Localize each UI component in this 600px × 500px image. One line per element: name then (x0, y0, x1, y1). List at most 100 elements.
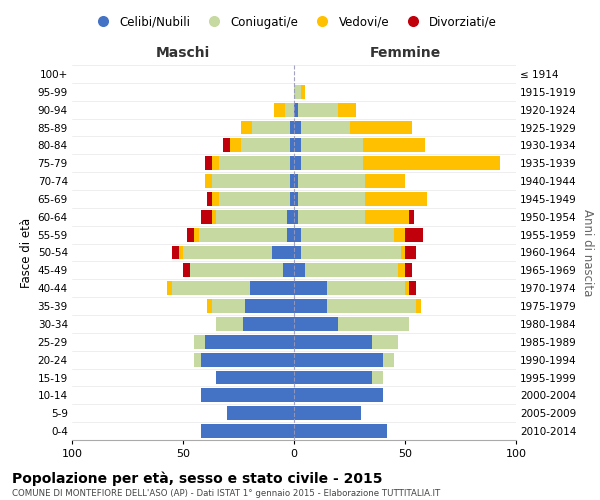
Bar (294, 352, 383, 366)
Bar (294, 406, 361, 420)
Text: Femmine: Femmine (370, 46, 440, 60)
Bar (218, 192, 290, 206)
Bar (201, 210, 212, 224)
Bar (328, 281, 405, 295)
Bar (294, 388, 383, 402)
Bar (167, 281, 172, 295)
Bar (294, 85, 301, 99)
Bar (218, 156, 290, 170)
Bar (294, 424, 387, 438)
Bar (298, 102, 338, 117)
Bar (212, 156, 218, 170)
Bar (287, 228, 294, 241)
Bar (290, 138, 294, 152)
Bar (285, 102, 294, 117)
Bar (216, 210, 287, 224)
Bar (205, 156, 212, 170)
Bar (290, 192, 294, 206)
Legend: Celibi/Nubili, Coniugati/e, Vedovi/e, Divorziati/e: Celibi/Nubili, Coniugati/e, Vedovi/e, Di… (86, 11, 502, 34)
Bar (349, 120, 412, 134)
Bar (223, 138, 230, 152)
Y-axis label: Fasce di età: Fasce di età (20, 218, 34, 288)
Bar (328, 299, 416, 313)
Bar (301, 228, 394, 241)
Bar (372, 335, 398, 349)
Bar (201, 388, 294, 402)
Bar (252, 120, 290, 134)
Bar (294, 138, 301, 152)
Bar (405, 264, 412, 278)
Bar (187, 228, 194, 241)
Bar (190, 264, 283, 278)
Bar (305, 264, 398, 278)
Bar (301, 120, 349, 134)
Bar (199, 228, 287, 241)
Bar (250, 281, 294, 295)
Bar (294, 174, 298, 188)
Bar (294, 120, 301, 134)
Bar (298, 192, 365, 206)
Bar (208, 192, 212, 206)
Bar (294, 264, 305, 278)
Bar (365, 210, 409, 224)
Text: Maschi: Maschi (156, 46, 210, 60)
Bar (301, 156, 363, 170)
Bar (227, 406, 294, 420)
Bar (290, 174, 294, 188)
Bar (405, 228, 423, 241)
Bar (301, 138, 363, 152)
Bar (212, 174, 290, 188)
Bar (405, 281, 409, 295)
Bar (294, 156, 301, 170)
Bar (338, 317, 409, 331)
Bar (245, 299, 294, 313)
Bar (205, 174, 212, 188)
Bar (294, 299, 328, 313)
Bar (298, 174, 365, 188)
Bar (409, 210, 414, 224)
Bar (338, 102, 356, 117)
Bar (294, 192, 298, 206)
Bar (243, 317, 294, 331)
Bar (372, 370, 383, 384)
Bar (208, 299, 212, 313)
Bar (363, 156, 500, 170)
Bar (294, 102, 298, 117)
Bar (183, 264, 190, 278)
Bar (294, 210, 298, 224)
Bar (217, 317, 243, 331)
Bar (201, 352, 294, 366)
Bar (383, 352, 394, 366)
Bar (241, 120, 252, 134)
Bar (290, 120, 294, 134)
Bar (183, 246, 272, 260)
Bar (241, 138, 290, 152)
Bar (363, 138, 425, 152)
Bar (272, 246, 294, 260)
Bar (294, 335, 372, 349)
Bar (194, 228, 199, 241)
Bar (290, 156, 294, 170)
Bar (365, 174, 405, 188)
Bar (301, 85, 305, 99)
Bar (179, 246, 183, 260)
Bar (405, 246, 416, 260)
Bar (205, 335, 294, 349)
Bar (394, 228, 405, 241)
Bar (294, 317, 338, 331)
Bar (212, 299, 245, 313)
Bar (401, 246, 405, 260)
Bar (409, 281, 416, 295)
Bar (283, 264, 294, 278)
Bar (212, 192, 218, 206)
Bar (287, 210, 294, 224)
Bar (298, 210, 365, 224)
Bar (172, 246, 179, 260)
Bar (212, 210, 217, 224)
Bar (294, 370, 372, 384)
Bar (365, 192, 427, 206)
Bar (194, 352, 201, 366)
Bar (274, 102, 285, 117)
Bar (301, 246, 401, 260)
Bar (217, 370, 294, 384)
